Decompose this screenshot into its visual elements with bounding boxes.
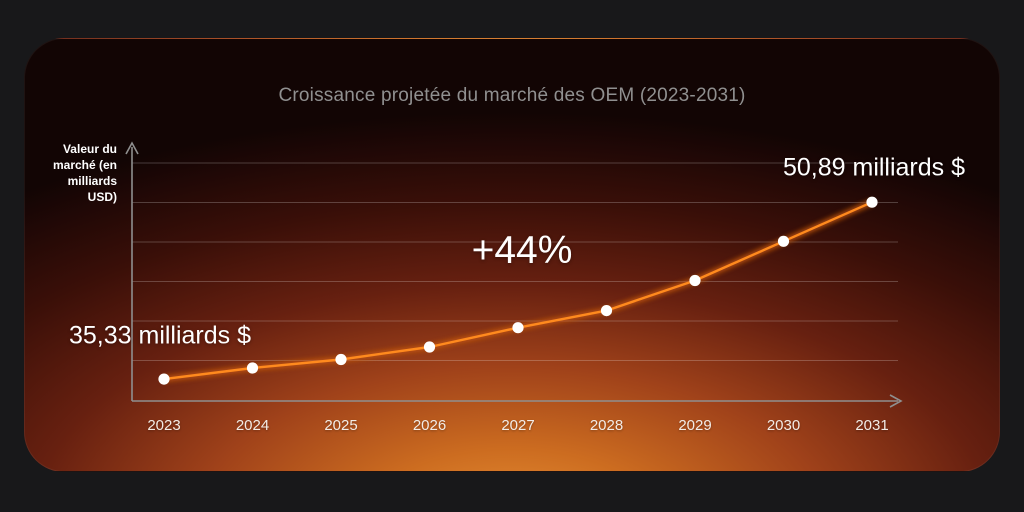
x-tick-label: 2024: [235, 417, 270, 434]
y-axis-label-line: Valeur du: [62, 142, 117, 156]
data-point: [246, 362, 259, 374]
growth-annotation: +44%: [471, 229, 573, 272]
chart-card: Croissance projetée du marché des OEM (2…: [24, 38, 1000, 472]
y-axis-label-line: marché (en: [52, 158, 117, 172]
x-tick-label: 2029: [678, 417, 712, 434]
x-axis-arrow-icon: [889, 394, 903, 408]
chart-title: Croissance projetée du marché des OEM (2…: [278, 85, 746, 106]
data-point: [512, 322, 524, 334]
data-point: [866, 196, 878, 208]
x-tick-label: 2028: [589, 417, 624, 434]
data-point: [689, 274, 701, 287]
y-axis-label: Valeur du marché (en milliards USD): [39, 141, 117, 205]
line-chart: [125, 141, 903, 408]
data-point: [423, 341, 436, 353]
x-tick-label: 2025: [324, 417, 358, 434]
x-tick-label: 2031: [855, 417, 889, 434]
data-point: [600, 305, 613, 317]
end-value-label: 50,89 milliards $: [782, 153, 966, 182]
data-point: [335, 353, 347, 366]
x-tick-label: 2026: [412, 417, 447, 434]
x-tick-label: 2027: [501, 417, 535, 434]
x-tick-label: 2030: [766, 417, 801, 434]
start-value-label: 35,33 milliards $: [68, 321, 252, 350]
data-point: [777, 235, 790, 247]
x-tick-label: 2023: [147, 417, 181, 434]
data-point: [158, 373, 170, 385]
y-axis-label-line: USD): [87, 190, 117, 204]
y-axis-arrow-icon: [125, 141, 139, 155]
y-axis-label-line: milliards: [67, 174, 117, 188]
